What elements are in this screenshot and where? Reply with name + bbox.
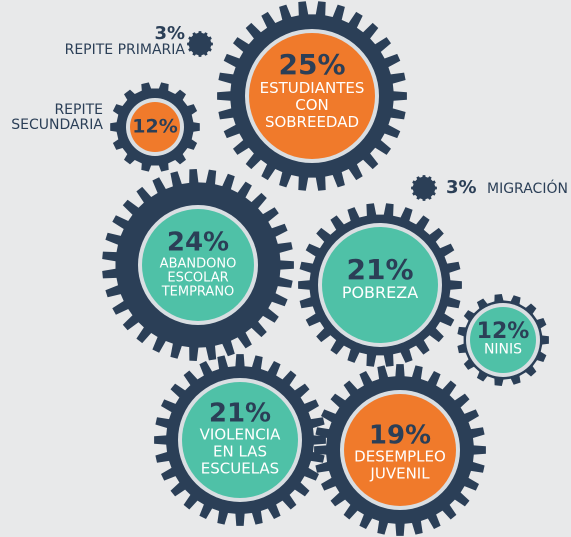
percent: 3% — [446, 177, 477, 198]
percent: 24% — [167, 228, 229, 258]
percent: 19% — [369, 421, 431, 451]
gear — [411, 175, 437, 201]
label: JUVENIL — [369, 464, 430, 482]
gear-face — [322, 227, 438, 343]
label: NINIS — [484, 342, 522, 358]
gear — [187, 31, 213, 57]
label: REPITE PRIMARIA — [65, 42, 186, 58]
label: ABANDONO — [160, 256, 237, 271]
label: DESEMPLEO — [354, 447, 446, 465]
label: SOBREEDAD — [265, 113, 359, 131]
label: ESCOLAR — [167, 270, 228, 285]
label: ESTUDIANTES — [260, 79, 365, 97]
label: CON — [295, 96, 329, 114]
percent: 21% — [346, 253, 413, 286]
label: ESCUELAS — [201, 459, 279, 477]
gear-face — [344, 394, 456, 506]
gear-face — [130, 102, 180, 152]
percent: 12% — [477, 319, 530, 344]
gear-face — [142, 209, 254, 321]
percent: 3% — [154, 23, 185, 44]
gear-face — [249, 33, 375, 159]
label: VIOLENCIA — [200, 425, 281, 443]
percent: 21% — [209, 399, 271, 429]
label: EN LAS — [213, 442, 267, 460]
label: REPITE — [54, 102, 103, 118]
percent: 12% — [132, 116, 177, 138]
gear-face — [182, 382, 298, 498]
label: TEMPRANO — [161, 284, 235, 299]
label: SECUNDARIA — [11, 117, 103, 133]
label: MIGRACIÓN — [487, 179, 568, 197]
gear-face — [470, 307, 536, 373]
percent: 25% — [278, 48, 345, 81]
label: POBREZA — [342, 283, 418, 302]
